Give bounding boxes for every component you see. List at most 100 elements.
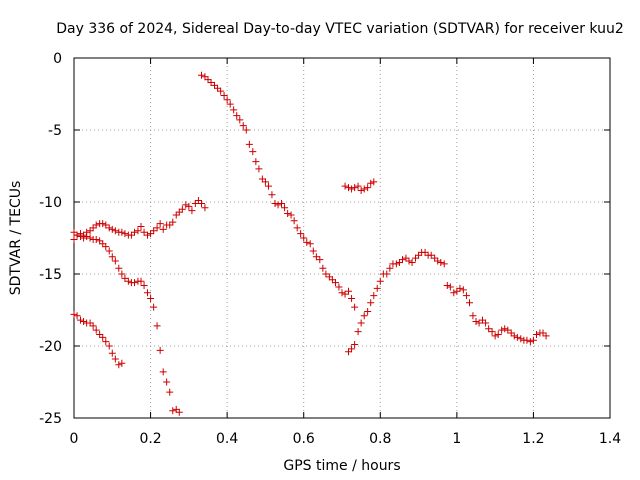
- data-point: [434, 257, 442, 265]
- data-point: [357, 319, 365, 327]
- data-point: [255, 165, 263, 173]
- data-point: [370, 178, 378, 186]
- data-point: [348, 185, 356, 193]
- data-point: [398, 256, 406, 264]
- y-tick-label: -25: [39, 411, 62, 427]
- data-point: [108, 253, 116, 261]
- data-point: [220, 91, 228, 99]
- data-point: [102, 221, 110, 229]
- x-axis-label: GPS time / hours: [283, 458, 400, 474]
- series-arc-6: [345, 248, 448, 356]
- data-point: [510, 332, 518, 340]
- data-point: [312, 253, 320, 261]
- data-point: [252, 158, 260, 166]
- data-point: [465, 299, 473, 307]
- data-point: [233, 112, 241, 120]
- data-point: [348, 294, 356, 302]
- data-point: [338, 289, 346, 297]
- y-tick-label: -5: [48, 123, 62, 139]
- data-point: [188, 207, 196, 215]
- data-point: [504, 326, 512, 334]
- data-point: [77, 316, 85, 324]
- data-point: [169, 218, 177, 226]
- data-point: [491, 332, 499, 340]
- data-point: [175, 208, 183, 216]
- data-point: [239, 122, 247, 130]
- data-point: [105, 224, 113, 232]
- data-point: [99, 333, 107, 341]
- data-point: [402, 254, 410, 262]
- data-point: [194, 197, 202, 205]
- data-point: [364, 184, 372, 192]
- series-arc-4: [197, 71, 359, 311]
- data-point: [309, 247, 317, 255]
- data-point: [306, 240, 314, 248]
- data-point: [446, 283, 454, 291]
- y-tick-label: -15: [39, 267, 62, 283]
- data-point: [73, 312, 81, 320]
- data-point: [357, 186, 365, 194]
- data-point: [86, 227, 94, 235]
- data-point: [147, 230, 155, 238]
- data-point: [328, 276, 336, 284]
- data-point: [201, 204, 209, 212]
- data-point: [80, 231, 88, 239]
- data-point: [300, 234, 308, 242]
- data-point: [102, 338, 110, 346]
- data-point: [118, 270, 126, 278]
- data-point: [488, 328, 496, 336]
- data-point: [367, 299, 375, 307]
- data-point: [360, 185, 368, 193]
- data-point: [99, 240, 107, 248]
- data-point: [456, 284, 464, 292]
- data-point: [121, 274, 129, 282]
- data-point: [325, 273, 333, 281]
- data-point: [316, 256, 324, 264]
- data-point: [153, 224, 161, 232]
- data-point: [532, 330, 540, 338]
- data-point: [172, 211, 180, 219]
- data-point: [415, 251, 423, 259]
- data-point: [83, 228, 91, 236]
- data-point: [287, 211, 295, 219]
- data-point: [156, 220, 164, 228]
- data-point: [102, 243, 110, 251]
- data-point: [498, 326, 506, 334]
- data-point: [341, 182, 349, 190]
- data-point: [144, 231, 152, 239]
- data-point: [440, 260, 448, 268]
- data-point: [383, 270, 391, 278]
- data-point: [284, 210, 292, 218]
- data-point: [214, 84, 222, 92]
- data-point: [475, 319, 483, 327]
- data-point: [130, 279, 138, 287]
- data-point: [182, 201, 190, 209]
- data-point: [354, 328, 362, 336]
- data-point: [80, 318, 88, 326]
- data-point: [322, 270, 330, 278]
- data-point: [156, 346, 164, 354]
- data-point: [529, 336, 537, 344]
- data-point: [408, 258, 416, 266]
- data-point: [360, 312, 368, 320]
- data-point: [197, 199, 205, 207]
- y-tick-label: -10: [39, 195, 62, 211]
- data-point: [166, 388, 174, 396]
- data-point: [507, 329, 515, 337]
- data-point: [245, 140, 253, 148]
- data-point: [450, 289, 458, 297]
- data-point: [169, 407, 177, 415]
- data-point: [453, 287, 461, 295]
- data-point: [351, 341, 359, 349]
- data-point: [223, 96, 231, 104]
- data-point: [281, 204, 289, 212]
- axis-ticks: 0 0.2 0.4 0.6 0.8 1 1.2 1.4 0 -5 -10 -15 -20 -25: [39, 51, 621, 447]
- data-point: [99, 220, 107, 228]
- data-point: [175, 408, 183, 416]
- data-point: [345, 184, 353, 192]
- data-point: [482, 319, 490, 327]
- data-point: [395, 258, 403, 266]
- chart-title: Day 336 of 2024, Sidereal Day-to-day VTE…: [56, 21, 624, 37]
- data-point: [258, 175, 266, 183]
